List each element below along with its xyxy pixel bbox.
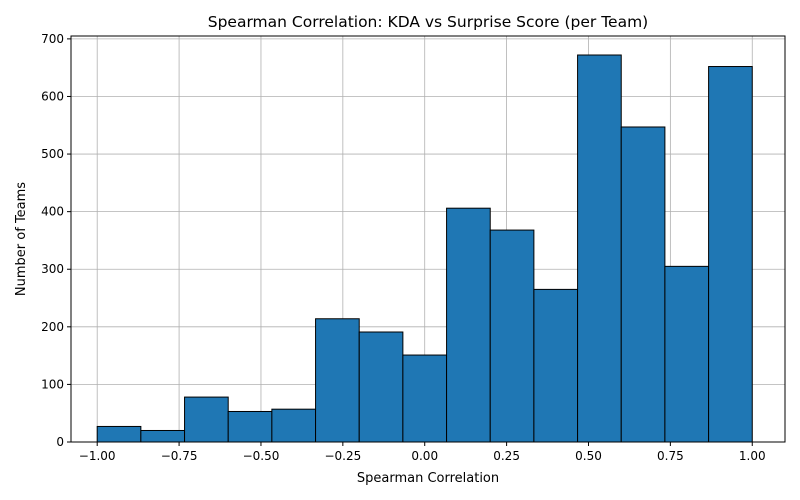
y-axis-label: Number of Teams: [14, 182, 29, 296]
histogram-bar-3: [184, 396, 229, 443]
x-tick-label: −0.75: [161, 449, 198, 463]
y-axis-ticks: 0 100 200 300 400 500 600 700: [41, 32, 71, 449]
histogram-bar-13: [620, 126, 666, 443]
x-tick-label: 0.75: [657, 449, 684, 463]
y-tick-label: 600: [41, 89, 64, 103]
histogram-bar-5: [271, 408, 317, 443]
x-tick-label: 0.25: [493, 449, 520, 463]
y-tick-label: 200: [41, 320, 64, 334]
histogram-bar-10: [489, 229, 535, 443]
histogram-bar-2: [140, 429, 186, 443]
histogram-bar-7: [358, 331, 404, 443]
histogram-bar-11: [533, 288, 579, 443]
x-tick-label: −0.25: [324, 449, 361, 463]
histogram-bar-12: [577, 54, 622, 443]
x-tick-label: −1.00: [79, 449, 116, 463]
histogram-bar-14: [664, 265, 710, 443]
histogram-bar-15: [708, 66, 753, 443]
x-axis-ticks: −1.00 −0.75 −0.50 −0.25 0.00 0.25 0.50 0.75 1.00: [79, 442, 766, 463]
y-tick-label: 700: [41, 32, 64, 46]
x-axis-label: Spearman Correlation: [357, 471, 499, 486]
y-tick-label: 500: [41, 147, 64, 161]
histogram-bar-8: [402, 354, 448, 443]
histogram-bar-1: [96, 425, 142, 443]
x-tick-label: −0.50: [243, 449, 280, 463]
y-tick-label: 400: [41, 205, 64, 219]
y-tick-label: 100: [41, 377, 64, 391]
histogram-bars: [96, 54, 753, 443]
plot-frame: [70, 35, 786, 443]
histogram-bar-9: [446, 207, 491, 443]
x-tick-label: 0.50: [575, 449, 602, 463]
y-tick-label: 300: [41, 262, 64, 276]
x-tick-label: 0.00: [411, 449, 438, 463]
chart-title: Spearman Correlation: KDA vs Surprise Sc…: [208, 13, 648, 31]
histogram-bar-4: [227, 410, 273, 443]
x-tick-label: 1.00: [739, 449, 766, 463]
y-tick-label: 0: [56, 435, 64, 449]
histogram-bar-6: [315, 318, 360, 443]
